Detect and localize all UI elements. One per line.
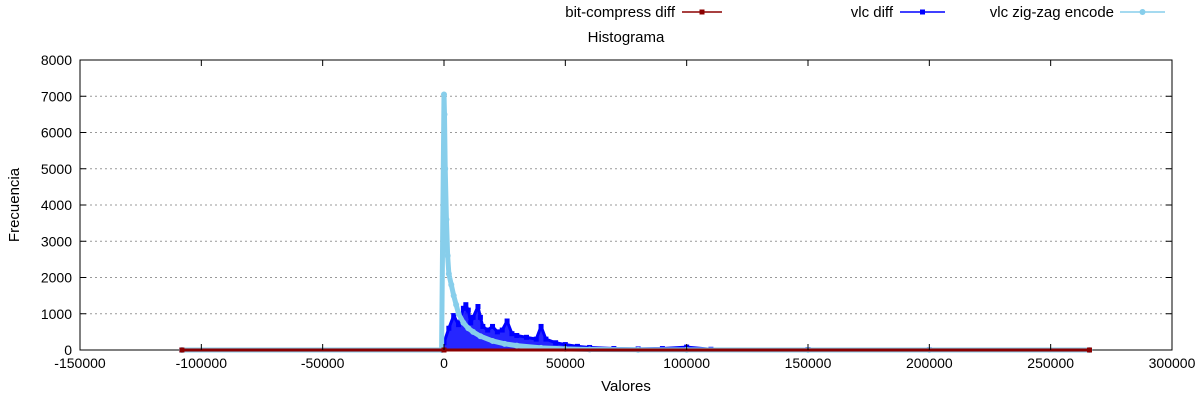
y-tick-label: 1000 <box>41 306 72 322</box>
data-point <box>468 320 474 326</box>
data-point <box>513 342 520 349</box>
data-point <box>514 333 520 338</box>
data-point <box>524 334 530 340</box>
data-point <box>490 323 496 329</box>
legend-swatch-marker <box>699 9 705 15</box>
x-axis-label: Valores <box>601 378 651 395</box>
data-point <box>485 327 491 333</box>
data-point <box>509 331 515 337</box>
series-vlc-diff <box>179 302 1092 353</box>
data-point <box>443 216 450 223</box>
data-point <box>456 322 462 328</box>
data-point <box>501 340 508 347</box>
series-layer <box>178 91 1093 353</box>
data-point <box>574 343 580 349</box>
y-axis-label: Frecuencia <box>6 167 23 242</box>
legend-item: vlc diff <box>851 4 945 21</box>
data-point <box>494 329 500 335</box>
data-point <box>445 270 452 277</box>
data-point <box>455 310 462 317</box>
legend-item: bit-compress diff <box>565 4 722 21</box>
data-point <box>463 302 469 308</box>
data-point <box>465 307 471 313</box>
data-point <box>475 304 481 309</box>
x-tick-label: 100000 <box>663 355 710 371</box>
y-tick-label: 4000 <box>41 197 72 213</box>
data-point <box>448 281 455 288</box>
data-point <box>451 313 457 319</box>
x-tick-label: -50000 <box>301 355 345 371</box>
chart-title: Histograma <box>588 29 665 46</box>
data-point <box>499 327 505 333</box>
data-point <box>444 252 451 259</box>
legend: bit-compress diff vlc diff vlc zig-zag enc… <box>565 4 1165 21</box>
legend-swatch-marker <box>1139 9 1146 15</box>
data-point <box>470 314 476 320</box>
y-tick-label: 8000 <box>41 52 72 68</box>
x-tick-label: -100000 <box>176 355 228 371</box>
y-tick-label: 6000 <box>41 125 72 141</box>
y-tick-label: 7000 <box>41 88 72 104</box>
legend-item: vlc zig-zag encode <box>990 4 1165 21</box>
data-point <box>504 318 510 324</box>
legend-label: bit-compress diff <box>565 4 676 21</box>
x-tick-label: 200000 <box>906 355 953 371</box>
data-point <box>460 319 467 326</box>
x-tick-label: -150000 <box>54 355 106 371</box>
data-point <box>179 347 185 353</box>
data-point <box>470 328 477 335</box>
data-point <box>450 292 457 299</box>
data-point <box>442 165 449 172</box>
data-point <box>465 325 472 332</box>
data-point <box>477 314 483 320</box>
legend-label: vlc diff <box>851 4 894 21</box>
y-tick-label: 3000 <box>41 233 72 249</box>
x-tick-label: 50000 <box>546 355 585 371</box>
data-point <box>460 305 466 311</box>
data-point <box>441 111 448 118</box>
legend-label: vlc zig-zag encode <box>990 4 1114 21</box>
y-tick-label: 2000 <box>41 270 72 286</box>
data-point <box>441 91 447 98</box>
data-point <box>1086 347 1092 353</box>
data-point <box>453 301 460 308</box>
data-point <box>553 340 559 346</box>
data-point <box>489 337 496 344</box>
y-tick-label: 5000 <box>41 161 72 177</box>
data-point <box>533 336 539 342</box>
data-point <box>477 333 484 340</box>
grid-lines <box>80 95 1172 315</box>
x-tick-label: 300000 <box>1149 355 1196 371</box>
legend-swatch-marker <box>920 9 925 15</box>
series-line <box>181 303 1090 352</box>
axes: 0 1000 2000 3000 4000 5000 6000 7000 8000 -150000… <box>41 52 1196 371</box>
x-tick-label: 150000 <box>785 355 832 371</box>
data-point <box>480 323 486 329</box>
x-tick-label: 0 <box>440 355 448 371</box>
data-point <box>446 325 452 331</box>
data-point <box>543 336 549 342</box>
x-tick-label: 250000 <box>1027 355 1074 371</box>
y-tick-label: 0 <box>64 342 72 358</box>
data-point <box>538 323 544 329</box>
series-area <box>181 303 1090 351</box>
